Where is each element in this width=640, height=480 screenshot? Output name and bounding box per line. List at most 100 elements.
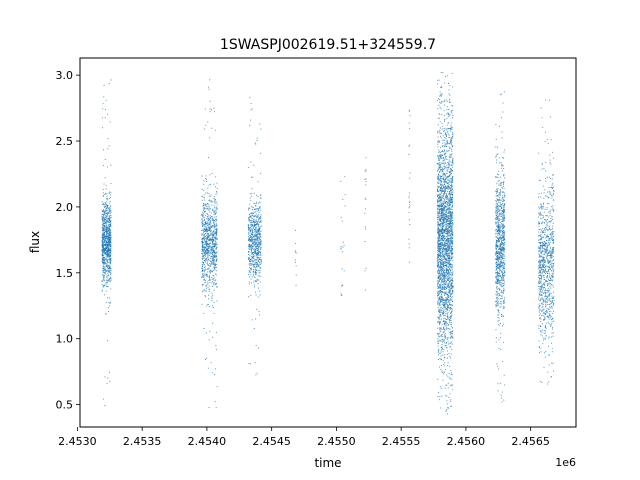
data-point — [259, 197, 261, 199]
data-point — [259, 271, 261, 273]
data-point — [445, 338, 447, 340]
data-point — [105, 246, 107, 248]
data-point — [437, 188, 439, 190]
data-point — [442, 184, 444, 186]
data-point — [442, 327, 444, 329]
data-point — [441, 225, 443, 227]
data-point — [206, 237, 208, 239]
data-point — [109, 380, 111, 382]
data-point — [204, 214, 206, 216]
data-point — [204, 278, 206, 280]
data-point — [210, 252, 212, 254]
data-point — [256, 244, 258, 246]
data-point — [252, 235, 254, 237]
data-point — [215, 283, 217, 285]
data-point — [253, 257, 255, 259]
data-point — [216, 191, 218, 193]
data-point — [216, 232, 218, 234]
data-point — [101, 204, 103, 206]
data-point — [445, 236, 447, 238]
data-point — [253, 219, 255, 221]
data-point — [449, 188, 451, 190]
data-point — [449, 227, 451, 229]
data-point — [439, 321, 441, 323]
data-point — [106, 205, 108, 207]
data-point — [444, 154, 446, 156]
data-point — [259, 261, 261, 263]
data-point — [203, 252, 205, 254]
data-point — [201, 233, 203, 235]
data-point — [250, 239, 252, 241]
data-point — [438, 204, 440, 206]
data-point — [103, 284, 105, 286]
data-point — [204, 230, 206, 232]
data-point — [451, 226, 453, 228]
data-point — [444, 357, 446, 359]
data-point — [440, 146, 442, 148]
data-point — [451, 112, 453, 114]
data-point — [209, 196, 211, 198]
data-point — [441, 204, 443, 206]
data-point — [450, 142, 452, 144]
data-point — [212, 201, 214, 203]
data-point — [441, 298, 443, 300]
data-point — [445, 177, 447, 179]
data-point — [448, 184, 450, 186]
data-point — [104, 203, 106, 205]
data-point — [439, 186, 441, 188]
data-point — [450, 143, 452, 145]
data-point — [438, 236, 440, 238]
data-point — [214, 254, 216, 256]
data-point — [409, 127, 411, 129]
data-point — [444, 82, 446, 84]
data-point — [451, 232, 453, 234]
data-point — [108, 227, 110, 229]
data-point — [440, 183, 441, 185]
data-point — [215, 252, 217, 254]
data-point — [253, 227, 255, 229]
data-point — [105, 236, 107, 238]
data-point — [214, 200, 216, 202]
data-point — [452, 282, 454, 284]
data-point — [440, 298, 442, 300]
data-point — [209, 217, 211, 219]
data-point — [249, 207, 251, 209]
data-point — [255, 209, 257, 211]
data-point — [439, 132, 441, 134]
data-point — [445, 143, 447, 145]
data-point — [202, 249, 204, 251]
data-point — [253, 254, 255, 256]
data-point — [255, 220, 257, 222]
data-point — [204, 254, 206, 256]
data-point — [439, 270, 441, 272]
data-point — [214, 236, 216, 238]
data-point — [439, 250, 441, 252]
data-point — [439, 321, 441, 323]
data-point — [445, 214, 447, 216]
data-point — [438, 236, 440, 238]
data-point — [206, 237, 208, 239]
data-point — [445, 254, 447, 256]
data-point — [444, 286, 446, 288]
data-point — [449, 393, 451, 395]
data-point — [249, 255, 251, 257]
data-point — [441, 293, 443, 295]
data-point — [448, 240, 450, 242]
data-point — [449, 242, 451, 244]
data-point — [212, 243, 214, 245]
data-point — [447, 365, 449, 367]
data-point — [215, 260, 217, 262]
data-point — [212, 242, 214, 244]
data-point — [249, 257, 251, 259]
data-point — [252, 240, 254, 242]
data-point — [107, 270, 109, 272]
data-point — [205, 243, 207, 245]
data-point — [256, 258, 258, 260]
data-point — [445, 146, 447, 148]
data-point — [442, 267, 444, 269]
data-point — [445, 249, 447, 251]
data-point — [250, 240, 252, 242]
data-point — [438, 266, 440, 268]
data-point — [257, 244, 259, 246]
data-point — [255, 243, 257, 245]
